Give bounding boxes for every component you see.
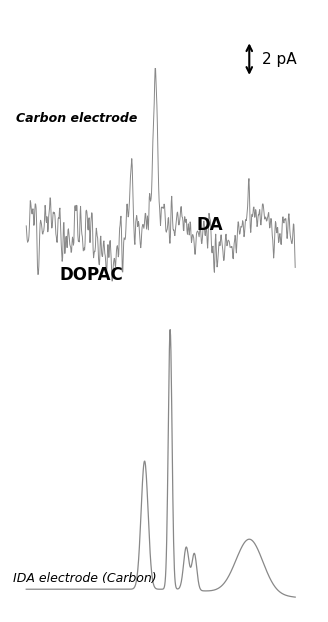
Text: DOPAC: DOPAC xyxy=(59,266,123,284)
Text: DA: DA xyxy=(197,216,223,234)
Text: IDA electrode (Carbon): IDA electrode (Carbon) xyxy=(13,572,157,585)
Text: 2 pA: 2 pA xyxy=(262,52,297,67)
Text: Carbon electrode: Carbon electrode xyxy=(16,112,138,124)
